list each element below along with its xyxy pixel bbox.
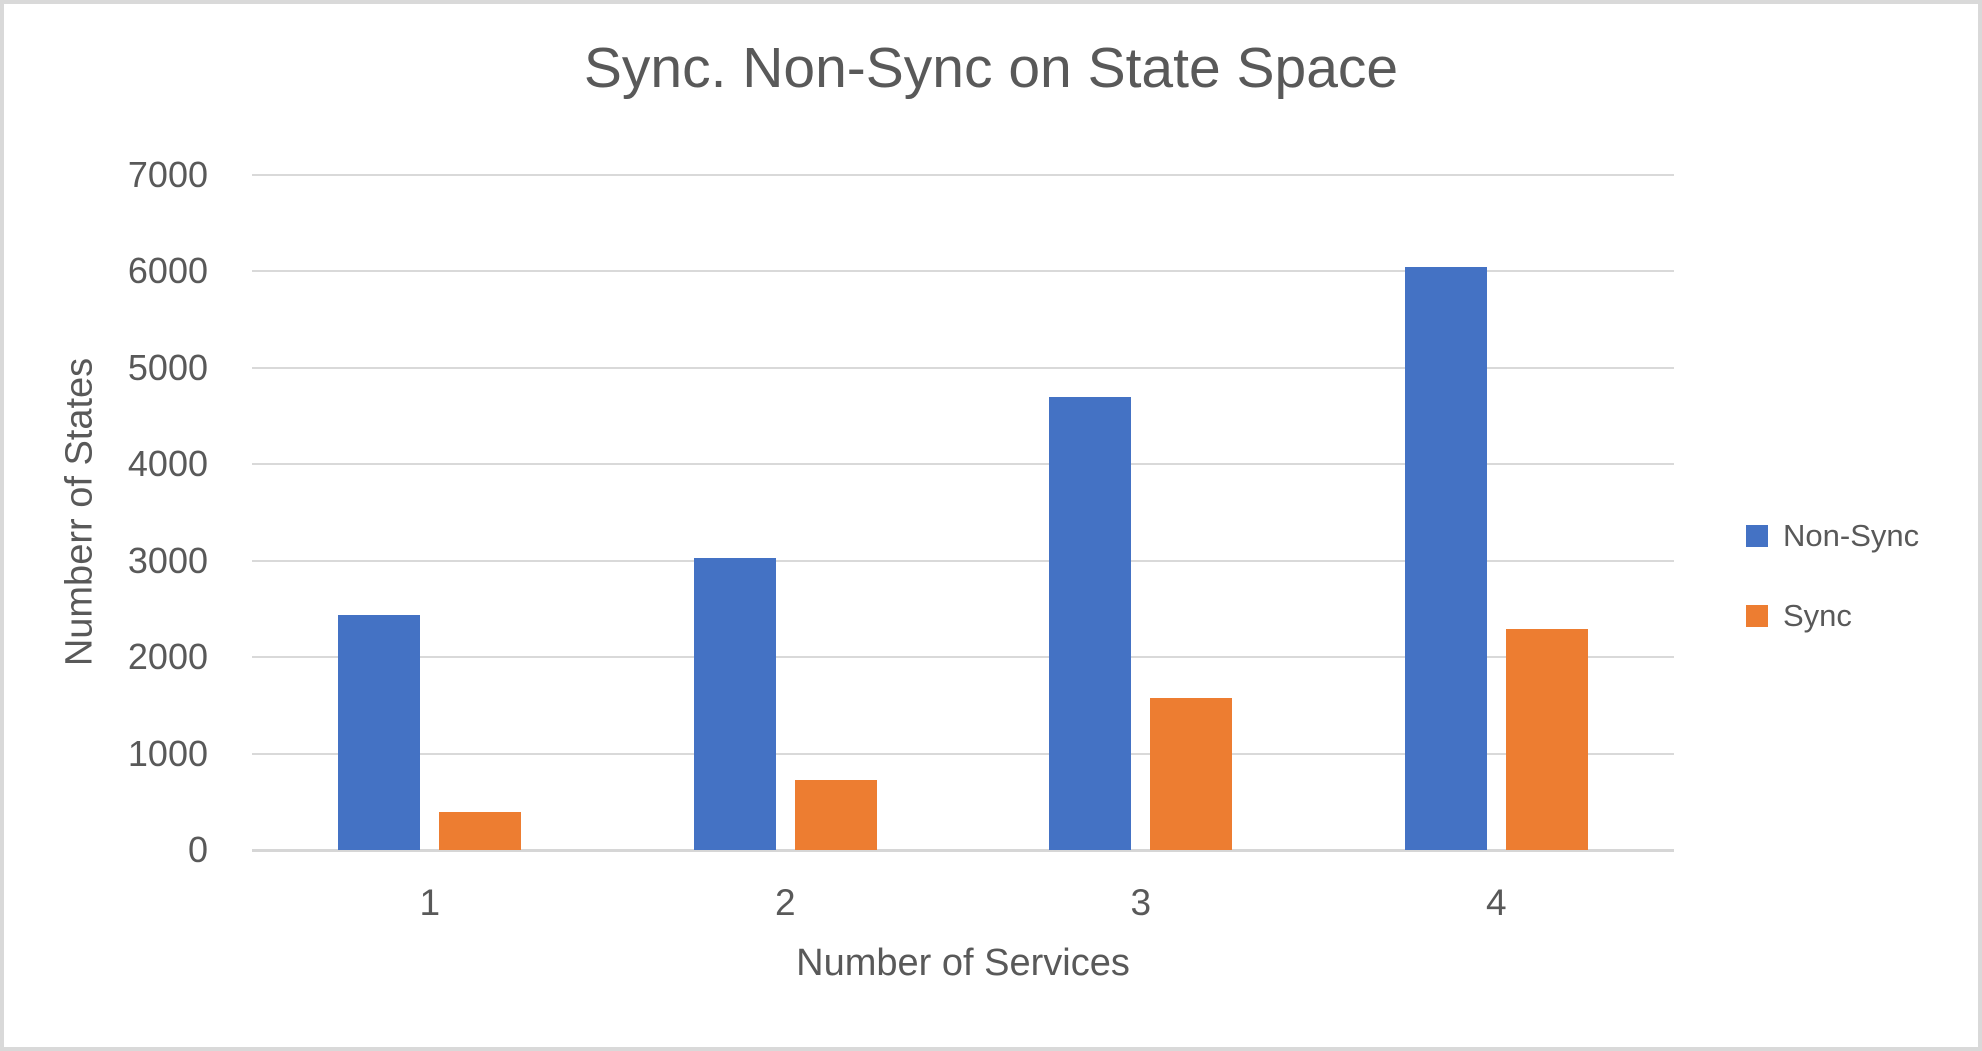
y-tick-label: 3000 bbox=[127, 539, 208, 581]
gridline bbox=[252, 366, 1674, 369]
bar-group-2 bbox=[608, 175, 964, 850]
bar-non-sync-3 bbox=[1049, 396, 1132, 850]
bar-sync-1 bbox=[439, 811, 522, 850]
bar-groups bbox=[252, 175, 1674, 850]
legend-item-non-sync: Non-Sync bbox=[1746, 518, 1919, 554]
legend-swatch-sync bbox=[1746, 605, 1768, 627]
y-tick-label: 4000 bbox=[127, 443, 208, 485]
gridline bbox=[252, 656, 1674, 659]
legend: Non-Sync Sync bbox=[1746, 518, 1919, 634]
bar-non-sync-2 bbox=[693, 557, 776, 850]
legend-swatch-non-sync bbox=[1746, 525, 1768, 547]
bar-group-3 bbox=[963, 175, 1319, 850]
plot-area bbox=[252, 174, 1674, 852]
y-tick-label: 0 bbox=[187, 829, 208, 870]
bar-non-sync-1 bbox=[338, 614, 421, 850]
x-tick-label: 4 bbox=[1485, 882, 1507, 923]
y-tick-label: 6000 bbox=[127, 250, 208, 292]
bar-group-4 bbox=[1319, 175, 1675, 850]
y-tick-label: 2000 bbox=[127, 636, 208, 678]
x-tick-label: 1 bbox=[419, 882, 441, 923]
gridline bbox=[252, 270, 1674, 273]
x-tick-label: 2 bbox=[774, 882, 796, 923]
bar-sync-4 bbox=[1505, 629, 1588, 850]
y-tick-label: 5000 bbox=[127, 346, 208, 388]
y-axis-title: Numberr of States bbox=[58, 357, 101, 667]
legend-label-sync: Sync bbox=[1783, 598, 1852, 633]
bar-group-1 bbox=[252, 175, 608, 850]
x-axis-line bbox=[252, 849, 1674, 852]
x-tick-label: 3 bbox=[1130, 882, 1152, 923]
gridline bbox=[252, 463, 1674, 466]
bar-sync-2 bbox=[794, 780, 877, 850]
gridline bbox=[252, 559, 1674, 562]
legend-label-non-sync: Non-Sync bbox=[1783, 518, 1920, 553]
chart-title: Sync. Non-Sync on State Space bbox=[583, 36, 1399, 100]
gridline bbox=[252, 752, 1674, 755]
legend-item-sync: Sync bbox=[1746, 598, 1919, 634]
y-tick-label: 7000 bbox=[127, 154, 208, 195]
y-tick-label: 1000 bbox=[127, 732, 208, 774]
bar-non-sync-4 bbox=[1404, 266, 1487, 850]
gridline bbox=[252, 174, 1674, 176]
bar-sync-3 bbox=[1150, 698, 1233, 850]
x-axis-title: Number of Services bbox=[796, 942, 1130, 984]
